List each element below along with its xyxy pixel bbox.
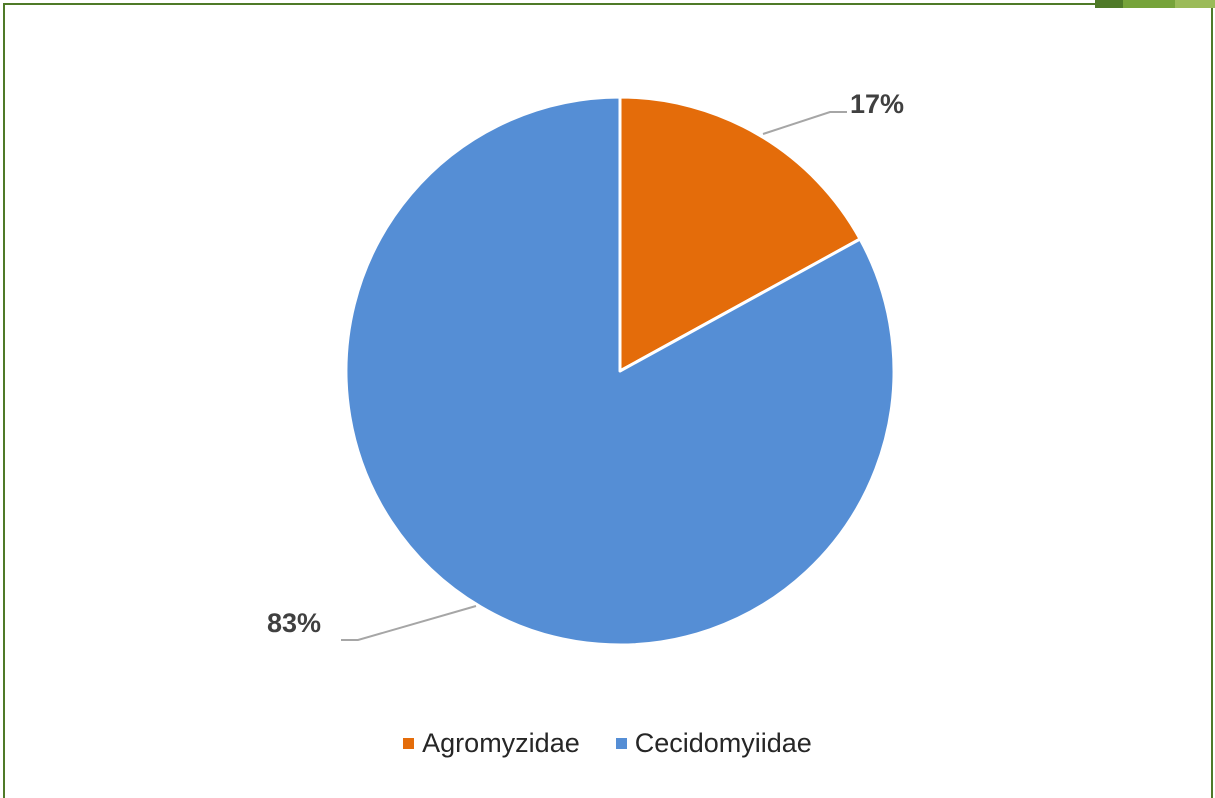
pie-slices — [344, 95, 896, 647]
leader-line-cecidomyiidae — [341, 605, 477, 641]
chart-legend: Agromyzidae Cecidomyiidae — [0, 728, 1215, 759]
data-label-agromyzidae: 17% — [850, 89, 904, 119]
legend-label-cecidomyiidae: Cecidomyiidae — [634, 728, 812, 758]
accent-bar-2 — [1123, 0, 1175, 8]
pie-slice-agromyzidae — [618, 95, 862, 373]
legend-label-agromyzidae: Agromyzidae — [422, 728, 580, 758]
accent-bar-3 — [1175, 0, 1215, 8]
legend-item-cecidomyiidae: Cecidomyiidae — [615, 728, 812, 759]
legend-swatch-cecidomyiidae — [615, 738, 627, 749]
pie-data-labels: 17% 83% — [267, 89, 904, 641]
pie-slice-cecidomyiidae — [344, 95, 896, 647]
legend-swatch-agromyzidae — [403, 738, 415, 749]
data-label-cecidomyiidae: 83% — [267, 608, 321, 638]
leader-line-agromyzidae — [762, 111, 847, 135]
corner-accent-decoration — [1095, 0, 1215, 8]
accent-bar-1 — [1095, 0, 1123, 8]
legend-item-agromyzidae: Agromyzidae — [403, 728, 580, 759]
